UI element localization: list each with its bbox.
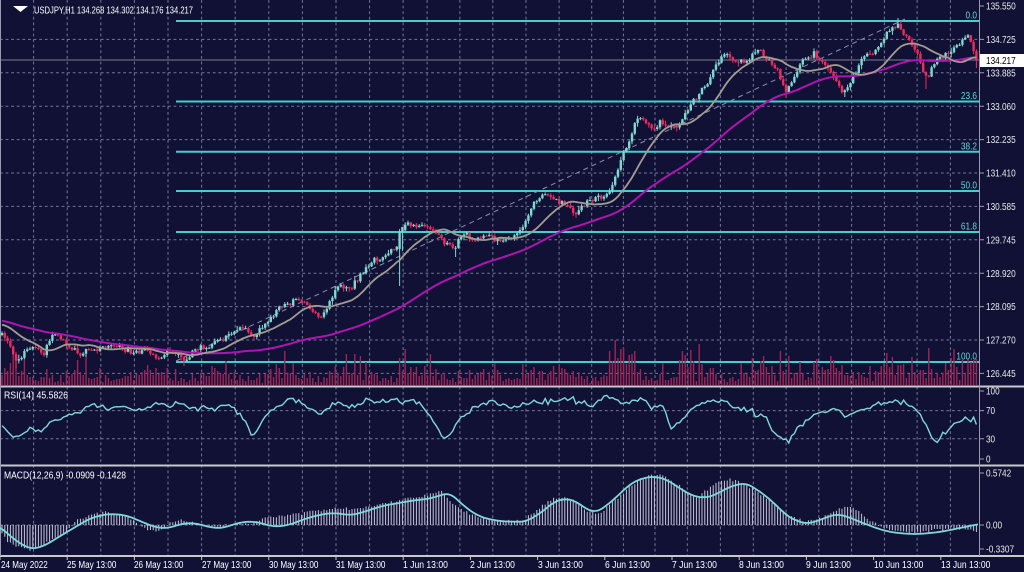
svg-text:8 Jun 13:00: 8 Jun 13:00 bbox=[739, 560, 784, 571]
svg-text:23.6: 23.6 bbox=[961, 91, 977, 102]
svg-text:126.445: 126.445 bbox=[986, 369, 1016, 380]
svg-text:0.00: 0.00 bbox=[986, 521, 1002, 532]
svg-text:30 May 13:00: 30 May 13:00 bbox=[269, 560, 319, 571]
svg-text:133.885: 133.885 bbox=[986, 68, 1016, 79]
svg-text:132.235: 132.235 bbox=[986, 135, 1016, 146]
svg-text:38.2: 38.2 bbox=[961, 141, 977, 152]
svg-text:0.0: 0.0 bbox=[966, 11, 978, 22]
svg-text:129.745: 129.745 bbox=[986, 235, 1016, 246]
svg-text:130.585: 130.585 bbox=[986, 202, 1016, 213]
svg-text:128.920: 128.920 bbox=[986, 269, 1016, 280]
svg-text:100: 100 bbox=[986, 387, 1000, 398]
svg-text:0.5742: 0.5742 bbox=[986, 469, 1012, 480]
svg-text:135.550: 135.550 bbox=[986, 2, 1016, 13]
svg-text:MACD(12,26,9) -0.0909 -0.1428: MACD(12,26,9) -0.0909 -0.1428 bbox=[4, 471, 126, 482]
svg-text:30: 30 bbox=[986, 434, 995, 445]
svg-text:50.0: 50.0 bbox=[961, 181, 977, 192]
svg-text:61.8: 61.8 bbox=[961, 222, 977, 233]
svg-text:127.270: 127.270 bbox=[986, 336, 1016, 347]
svg-text:133.060: 133.060 bbox=[986, 102, 1016, 113]
svg-text:70: 70 bbox=[986, 406, 995, 417]
svg-text:USDJPY,H1 134.268 134.302 134: USDJPY,H1 134.268 134.302 134.176 134.21… bbox=[34, 6, 193, 17]
svg-text:-0.3307: -0.3307 bbox=[986, 545, 1014, 556]
svg-text:100.0: 100.0 bbox=[956, 352, 977, 363]
svg-text:2 Jun 13:00: 2 Jun 13:00 bbox=[470, 560, 515, 571]
svg-text:128.095: 128.095 bbox=[986, 302, 1016, 313]
svg-text:134.725: 134.725 bbox=[986, 35, 1016, 46]
svg-text:134.217: 134.217 bbox=[986, 56, 1016, 67]
svg-text:3 Jun 13:00: 3 Jun 13:00 bbox=[538, 560, 583, 571]
svg-text:6 Jun 13:00: 6 Jun 13:00 bbox=[605, 560, 650, 571]
svg-text:131.410: 131.410 bbox=[986, 169, 1016, 180]
svg-text:10 Jun 13:00: 10 Jun 13:00 bbox=[874, 560, 924, 571]
svg-text:24 May 2022: 24 May 2022 bbox=[1, 560, 48, 571]
svg-text:13 Jun 13:00: 13 Jun 13:00 bbox=[941, 560, 991, 571]
svg-text:31 May 13:00: 31 May 13:00 bbox=[336, 560, 386, 571]
svg-text:7 Jun 13:00: 7 Jun 13:00 bbox=[672, 560, 717, 571]
svg-text:27 May 13:00: 27 May 13:00 bbox=[202, 560, 252, 571]
svg-text:9 Jun 13:00: 9 Jun 13:00 bbox=[806, 560, 851, 571]
svg-text:26 May 13:00: 26 May 13:00 bbox=[134, 560, 184, 571]
svg-text:RSI(14) 45.5826: RSI(14) 45.5826 bbox=[4, 391, 68, 402]
svg-text:1 Jun 13:00: 1 Jun 13:00 bbox=[403, 560, 448, 571]
svg-text:0: 0 bbox=[986, 455, 991, 466]
svg-text:25 May 13:00: 25 May 13:00 bbox=[67, 560, 117, 571]
